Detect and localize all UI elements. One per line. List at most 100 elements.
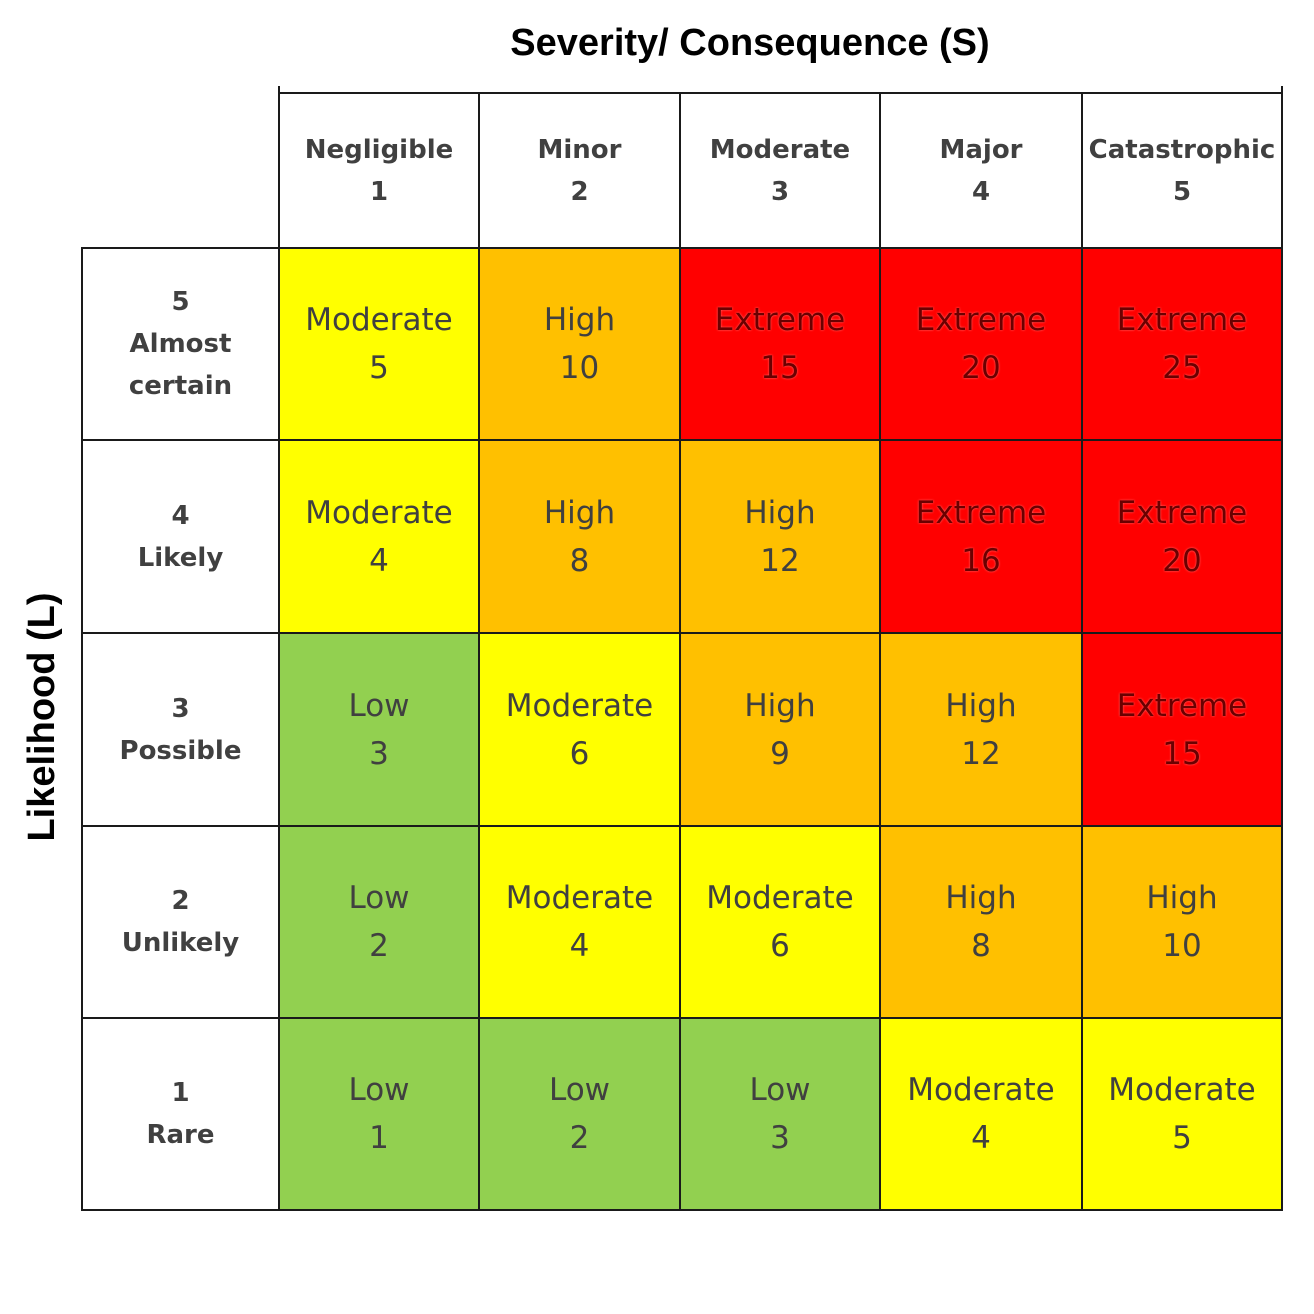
risk-cell-moderate: Moderate 6 bbox=[679, 825, 881, 1019]
risk-level-label: High bbox=[744, 687, 816, 724]
risk-cell-high: High 10 bbox=[478, 247, 681, 441]
likelihood-name: Unlikely bbox=[121, 928, 240, 958]
risk-score: 5 bbox=[369, 350, 389, 386]
risk-level-label: Low bbox=[348, 687, 410, 724]
risk-score: 20 bbox=[961, 350, 1001, 386]
risk-level-label: Moderate bbox=[505, 687, 654, 724]
likelihood-header-3: 3 Possible bbox=[81, 632, 280, 827]
risk-cell-extreme: Extreme 15 bbox=[1081, 632, 1283, 827]
risk-level-label: High bbox=[543, 302, 616, 338]
severity-name: Catastrophic bbox=[1088, 134, 1276, 165]
severity-header-1: Negligible 1 bbox=[278, 92, 480, 249]
risk-level-label: Moderate bbox=[706, 880, 854, 916]
risk-score: 10 bbox=[559, 350, 600, 386]
likelihood-name: Almost bbox=[129, 329, 232, 359]
risk-score: 16 bbox=[961, 542, 1001, 579]
risk-level-label: High bbox=[945, 880, 1017, 916]
risk-cell-low: Low 2 bbox=[478, 1017, 681, 1211]
risk-cell-low: Low 2 bbox=[278, 825, 480, 1019]
risk-score: 2 bbox=[369, 928, 389, 964]
risk-level-label: Extreme bbox=[915, 494, 1047, 531]
risk-cell-moderate: Moderate 4 bbox=[278, 439, 480, 634]
severity-axis-title: Severity/ Consequence (S) bbox=[510, 22, 990, 64]
risk-level-label: Extreme bbox=[714, 302, 846, 338]
risk-score: 12 bbox=[961, 735, 1001, 772]
risk-level-label: Moderate bbox=[1108, 1072, 1256, 1108]
likelihood-name: Possible bbox=[119, 735, 242, 766]
risk-level-label: High bbox=[744, 494, 816, 531]
risk-cell-high: High 8 bbox=[478, 439, 681, 634]
risk-cell-low: Low 1 bbox=[278, 1017, 480, 1211]
grid-edge-stub bbox=[278, 86, 280, 96]
severity-value: 4 bbox=[971, 176, 991, 207]
risk-score: 9 bbox=[770, 735, 790, 772]
risk-level-label: High bbox=[945, 687, 1017, 724]
risk-cell-low: Low 3 bbox=[278, 632, 480, 827]
likelihood-header-2: 2 Unlikely bbox=[81, 825, 280, 1019]
risk-cell-moderate: Moderate 6 bbox=[478, 632, 681, 827]
severity-name: Negligible bbox=[304, 134, 454, 165]
risk-cell-high: High 12 bbox=[879, 632, 1083, 827]
risk-cell-high: High 12 bbox=[679, 439, 881, 634]
risk-score: 25 bbox=[1162, 350, 1202, 386]
risk-level-label: High bbox=[543, 494, 616, 531]
severity-header-3: Moderate 3 bbox=[679, 92, 881, 249]
severity-header-2: Minor 2 bbox=[478, 92, 681, 249]
likelihood-value: 4 bbox=[171, 500, 190, 531]
risk-score: 15 bbox=[760, 350, 800, 386]
risk-level-label: Extreme bbox=[1116, 302, 1248, 338]
likelihood-name: Rare bbox=[146, 1120, 215, 1150]
risk-level-label: Low bbox=[348, 1072, 410, 1108]
risk-cell-high: High 9 bbox=[679, 632, 881, 827]
severity-value: 5 bbox=[1172, 176, 1192, 207]
risk-cell-extreme: Extreme 16 bbox=[879, 439, 1083, 634]
severity-value: 2 bbox=[570, 176, 589, 207]
risk-score: 12 bbox=[760, 542, 800, 579]
likelihood-header-1: 1 Rare bbox=[81, 1017, 280, 1211]
likelihood-header-5: 5 Almost certain bbox=[81, 247, 280, 441]
risk-level-label: Low bbox=[749, 1072, 811, 1108]
risk-score: 4 bbox=[971, 1120, 991, 1156]
risk-score: 8 bbox=[971, 928, 991, 964]
risk-cell-moderate: Moderate 4 bbox=[478, 825, 681, 1019]
risk-score: 10 bbox=[1162, 928, 1202, 964]
risk-level-label: Moderate bbox=[305, 302, 453, 338]
risk-score: 5 bbox=[1172, 1120, 1192, 1156]
severity-value: 3 bbox=[770, 176, 790, 207]
likelihood-header-4: 4 Likely bbox=[81, 439, 280, 634]
risk-level-label: Extreme bbox=[1116, 494, 1248, 531]
likelihood-value: 2 bbox=[171, 886, 190, 916]
risk-cell-high: High 10 bbox=[1081, 825, 1283, 1019]
risk-score: 2 bbox=[569, 1120, 590, 1156]
risk-cell-low: Low 3 bbox=[679, 1017, 881, 1211]
risk-cell-extreme: Extreme 25 bbox=[1081, 247, 1283, 441]
risk-level-label: Extreme bbox=[915, 302, 1047, 338]
likelihood-value: 1 bbox=[171, 1078, 190, 1108]
risk-level-label: High bbox=[1146, 880, 1218, 916]
grid-edge-stub bbox=[1281, 86, 1283, 96]
risk-cell-moderate: Moderate 4 bbox=[879, 1017, 1083, 1211]
risk-level-label: Moderate bbox=[505, 880, 654, 916]
risk-score: 20 bbox=[1162, 542, 1202, 579]
likelihood-value: 5 bbox=[171, 287, 190, 317]
risk-score: 15 bbox=[1162, 735, 1202, 772]
risk-score: 3 bbox=[369, 735, 389, 772]
severity-name: Minor bbox=[537, 134, 622, 165]
severity-header-4: Major 4 bbox=[879, 92, 1083, 249]
risk-cell-moderate: Moderate 5 bbox=[278, 247, 480, 441]
risk-score: 6 bbox=[770, 928, 790, 964]
likelihood-name: Likely bbox=[137, 542, 224, 573]
likelihood-value: 3 bbox=[171, 693, 190, 724]
risk-score: 4 bbox=[569, 928, 590, 964]
risk-score: 1 bbox=[369, 1120, 389, 1156]
risk-cell-high: High 8 bbox=[879, 825, 1083, 1019]
risk-level-label: Low bbox=[548, 1072, 611, 1108]
risk-level-label: Moderate bbox=[305, 494, 453, 531]
risk-cell-extreme: Extreme 20 bbox=[1081, 439, 1283, 634]
severity-value: 1 bbox=[369, 176, 389, 207]
risk-cell-extreme: Extreme 20 bbox=[879, 247, 1083, 441]
risk-score: 6 bbox=[569, 735, 590, 772]
severity-header-5: Catastrophic 5 bbox=[1081, 92, 1283, 249]
likelihood-name: certain bbox=[128, 371, 233, 401]
risk-level-label: Low bbox=[348, 880, 410, 916]
